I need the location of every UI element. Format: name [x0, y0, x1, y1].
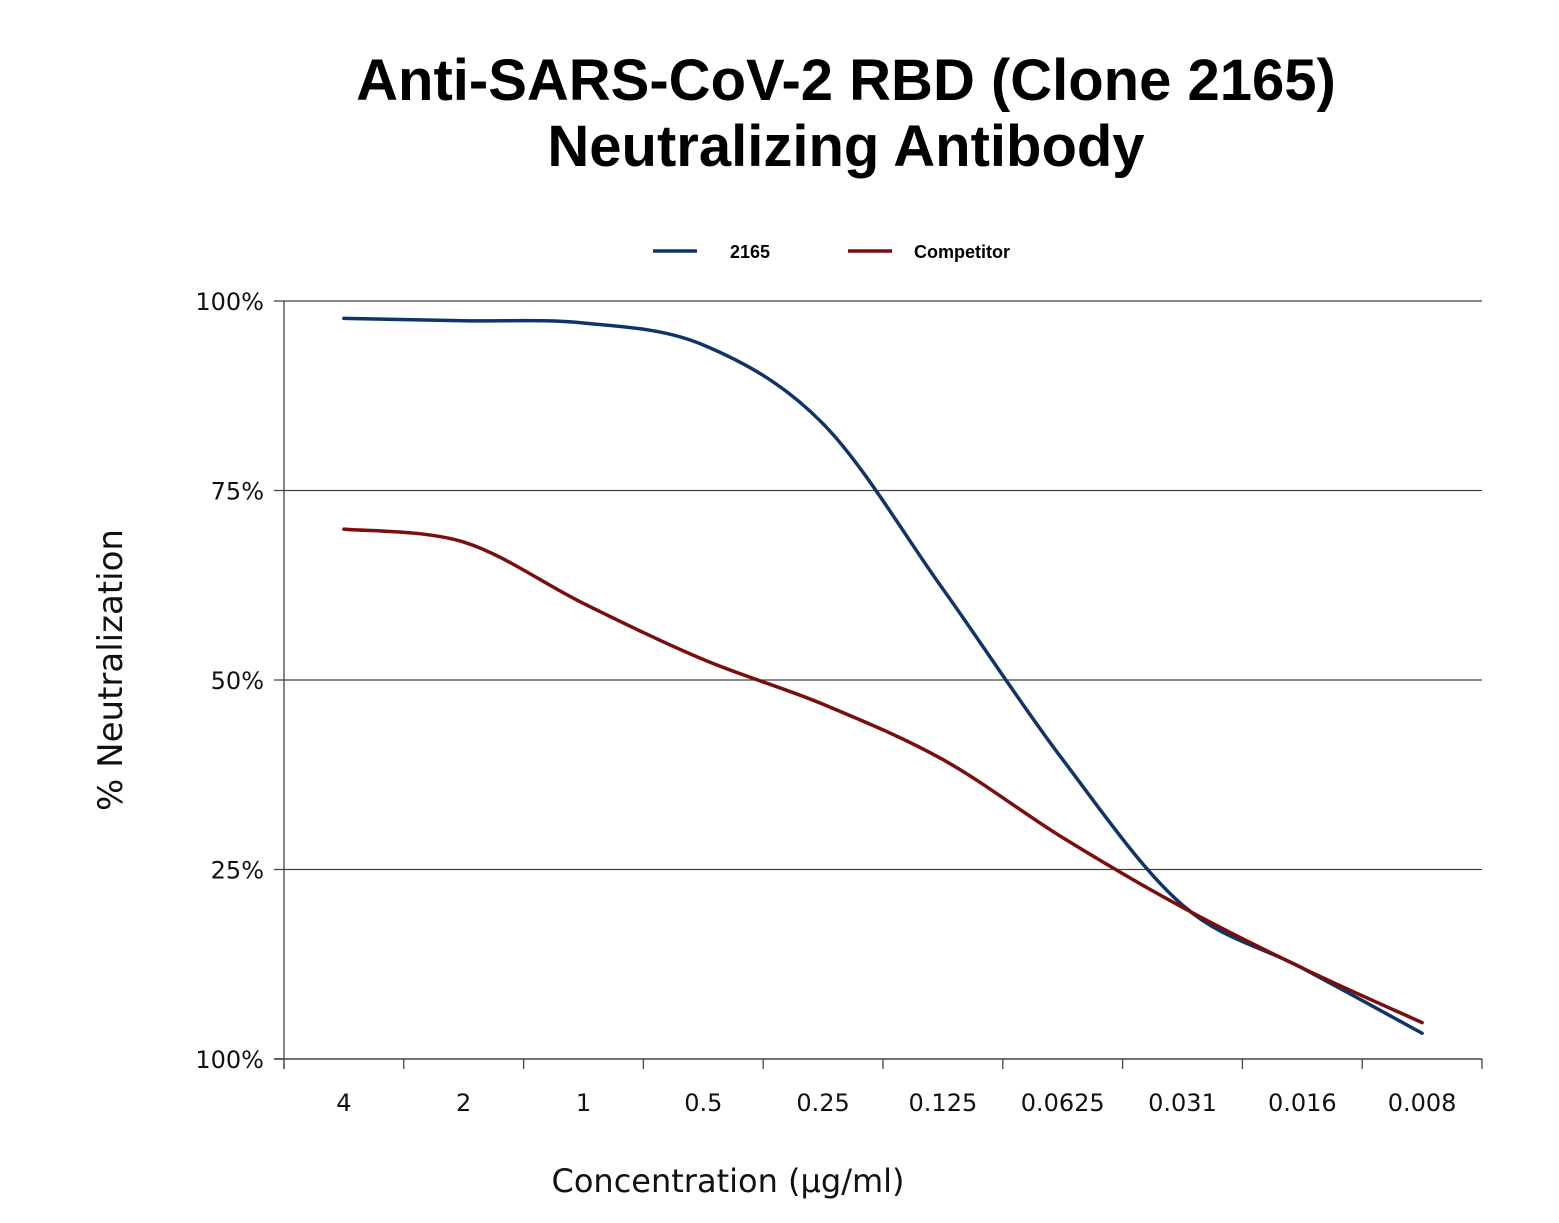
x-axis-label: Concentration (µg/ml) — [551, 1162, 904, 1200]
x-tick-label: 1 — [576, 1089, 591, 1117]
legend-label: Competitor — [914, 242, 1010, 262]
chart-title-line-2: Neutralizing Antibody — [547, 114, 1145, 179]
x-tick-label: 2 — [456, 1089, 471, 1117]
y-tick-label: 100% — [195, 1046, 264, 1074]
x-tick-label: 0.008 — [1388, 1089, 1457, 1117]
y-tick-label: 25% — [211, 857, 264, 885]
x-tick-label: 0.0625 — [1021, 1089, 1105, 1117]
legend-label: 2165 — [730, 242, 770, 262]
chart-title: Anti-SARS-CoV-2 RBD (Clone 2165) Neutral… — [0, 48, 1559, 180]
series-line-competitor — [342, 527, 1424, 1025]
y-tick-label: 100% — [195, 288, 264, 316]
x-tick-label: 0.016 — [1268, 1089, 1337, 1117]
x-tick-label: 0.5 — [684, 1089, 722, 1117]
x-tick-label: 4 — [336, 1089, 351, 1117]
x-tick-label: 0.125 — [909, 1089, 978, 1117]
y-tick-label: 50% — [211, 667, 264, 695]
x-tick-label: 0.031 — [1148, 1089, 1217, 1117]
y-axis-label: % Neutralization — [91, 529, 131, 811]
chart-title-line-1: Anti-SARS-CoV-2 RBD (Clone 2165) — [356, 48, 1336, 113]
series-line-2165 — [342, 316, 1424, 1035]
y-tick-label: 75% — [211, 478, 264, 506]
x-tick-label: 0.25 — [796, 1089, 849, 1117]
